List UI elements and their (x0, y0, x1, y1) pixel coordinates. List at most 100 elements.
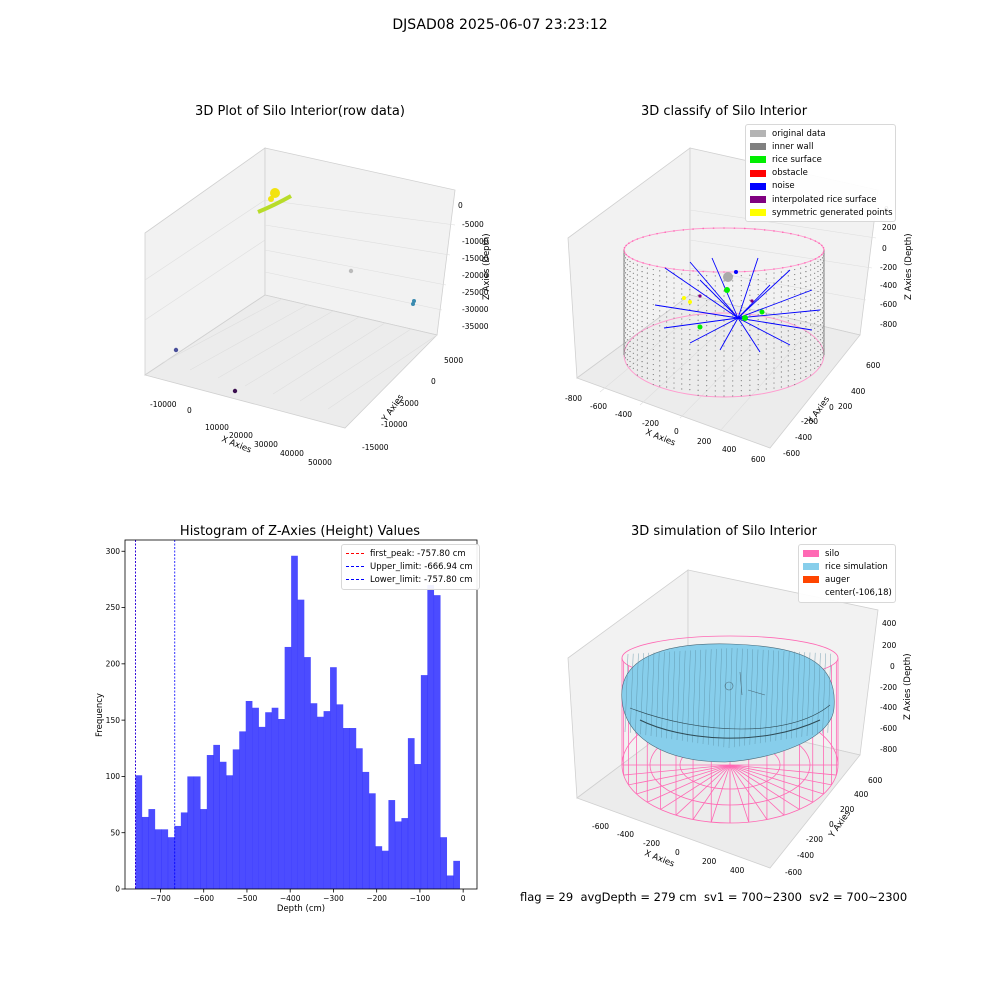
wall-point (790, 265, 792, 268)
histogram-bar (394, 821, 402, 889)
wall-point (814, 267, 816, 269)
wall-point (814, 357, 816, 359)
histogram-x-tick-label: −700 (150, 894, 171, 903)
histogram-bar (440, 837, 448, 889)
wall-point (821, 257, 824, 259)
wall-point (723, 280, 725, 282)
wall-point (757, 339, 759, 341)
raw-z-tick: -5000 (462, 220, 484, 229)
wall-point (823, 330, 825, 332)
wall-point (773, 372, 775, 374)
histogram-bar (453, 860, 460, 889)
silo-spoke (729, 764, 813, 803)
wall-point (800, 342, 802, 344)
wall-point (646, 282, 648, 284)
wall-point (804, 262, 806, 264)
noise-ray (737, 284, 771, 319)
wall-point (714, 375, 716, 377)
wall-point (636, 364, 638, 366)
wall-point (773, 302, 775, 304)
wall-point (641, 346, 643, 348)
rice-grid-line (676, 650, 681, 741)
legend-label: first_peak: -757.80 cm (370, 548, 466, 559)
legend-swatch (750, 156, 766, 164)
wall-point (659, 355, 661, 357)
wall-point (805, 276, 807, 278)
classify-x-tick: -600 (590, 402, 607, 411)
histogram-bar (187, 776, 195, 889)
wall-point (723, 370, 725, 372)
wall-point (780, 386, 782, 388)
histogram-bar (245, 700, 253, 889)
wall-point (702, 227, 705, 230)
wall-point (819, 304, 822, 306)
wall-point (681, 338, 683, 340)
histogram-bar (349, 728, 357, 889)
wall-point (740, 295, 742, 297)
wall-point (659, 295, 661, 297)
wall-point (652, 318, 654, 321)
wall-point (749, 309, 751, 311)
wall-point (749, 344, 751, 346)
wall-point (765, 328, 767, 330)
legend-swatch (750, 196, 766, 204)
wall-point (817, 260, 819, 263)
wall-point (652, 343, 654, 346)
wall-point (732, 295, 734, 297)
raw-point-purple (232, 388, 238, 394)
simulation-z-ticks: 400 200 0 -200 -400 -600 -800 (880, 619, 897, 754)
wall-point (636, 374, 638, 376)
rice-grid-line (645, 652, 649, 736)
wall-point (817, 280, 819, 283)
wall-point (666, 291, 668, 293)
simulation-y-tick: -200 (806, 835, 823, 844)
wall-point (740, 370, 742, 372)
wall-point (623, 355, 625, 357)
wall-point (706, 345, 708, 347)
noise-ray (689, 261, 739, 319)
wall-point (646, 357, 648, 359)
wall-point (781, 231, 784, 234)
wall-point (780, 366, 782, 368)
wall-point (819, 269, 822, 271)
wall-point (629, 290, 631, 293)
wall-point (817, 275, 819, 278)
wall-point (787, 350, 789, 352)
raw-z-tick: -25000 (462, 288, 489, 297)
wall-point (629, 260, 631, 263)
wall-point (805, 331, 807, 333)
wall-point (773, 337, 775, 339)
wall-point (817, 330, 819, 333)
wall-point (641, 296, 643, 298)
wall-point (823, 355, 825, 357)
wall-point (810, 294, 812, 296)
wall-point (681, 313, 683, 315)
wall-point (646, 372, 648, 374)
wall-point (723, 375, 725, 377)
wall-point (646, 327, 648, 329)
wall-point (629, 315, 631, 318)
histogram-y-ticks: 0 50 100 150 200 250 300 (106, 547, 125, 894)
wall-point (673, 322, 675, 324)
histogram-bar (433, 595, 441, 889)
classify-x-tick: -800 (565, 394, 582, 403)
wall-point (681, 273, 683, 275)
wall-point (814, 347, 816, 349)
classify-y-tick: 600 (866, 361, 881, 370)
histogram-bar (213, 744, 220, 889)
histogram-bar (356, 748, 363, 889)
wall-point (732, 370, 734, 372)
legend-label: noise (772, 181, 795, 192)
wall-point (666, 331, 668, 333)
wall-point (673, 332, 675, 334)
wall-point (641, 356, 643, 358)
wall-point (794, 273, 796, 276)
silo-spoke (692, 764, 731, 820)
wall-point (623, 300, 625, 302)
wall-point (632, 362, 634, 364)
wall-point (740, 345, 742, 347)
wall-point (623, 280, 625, 282)
simulation-x-tick: 400 (730, 866, 745, 875)
wall-point (681, 383, 683, 385)
legend-swatch (750, 182, 766, 190)
